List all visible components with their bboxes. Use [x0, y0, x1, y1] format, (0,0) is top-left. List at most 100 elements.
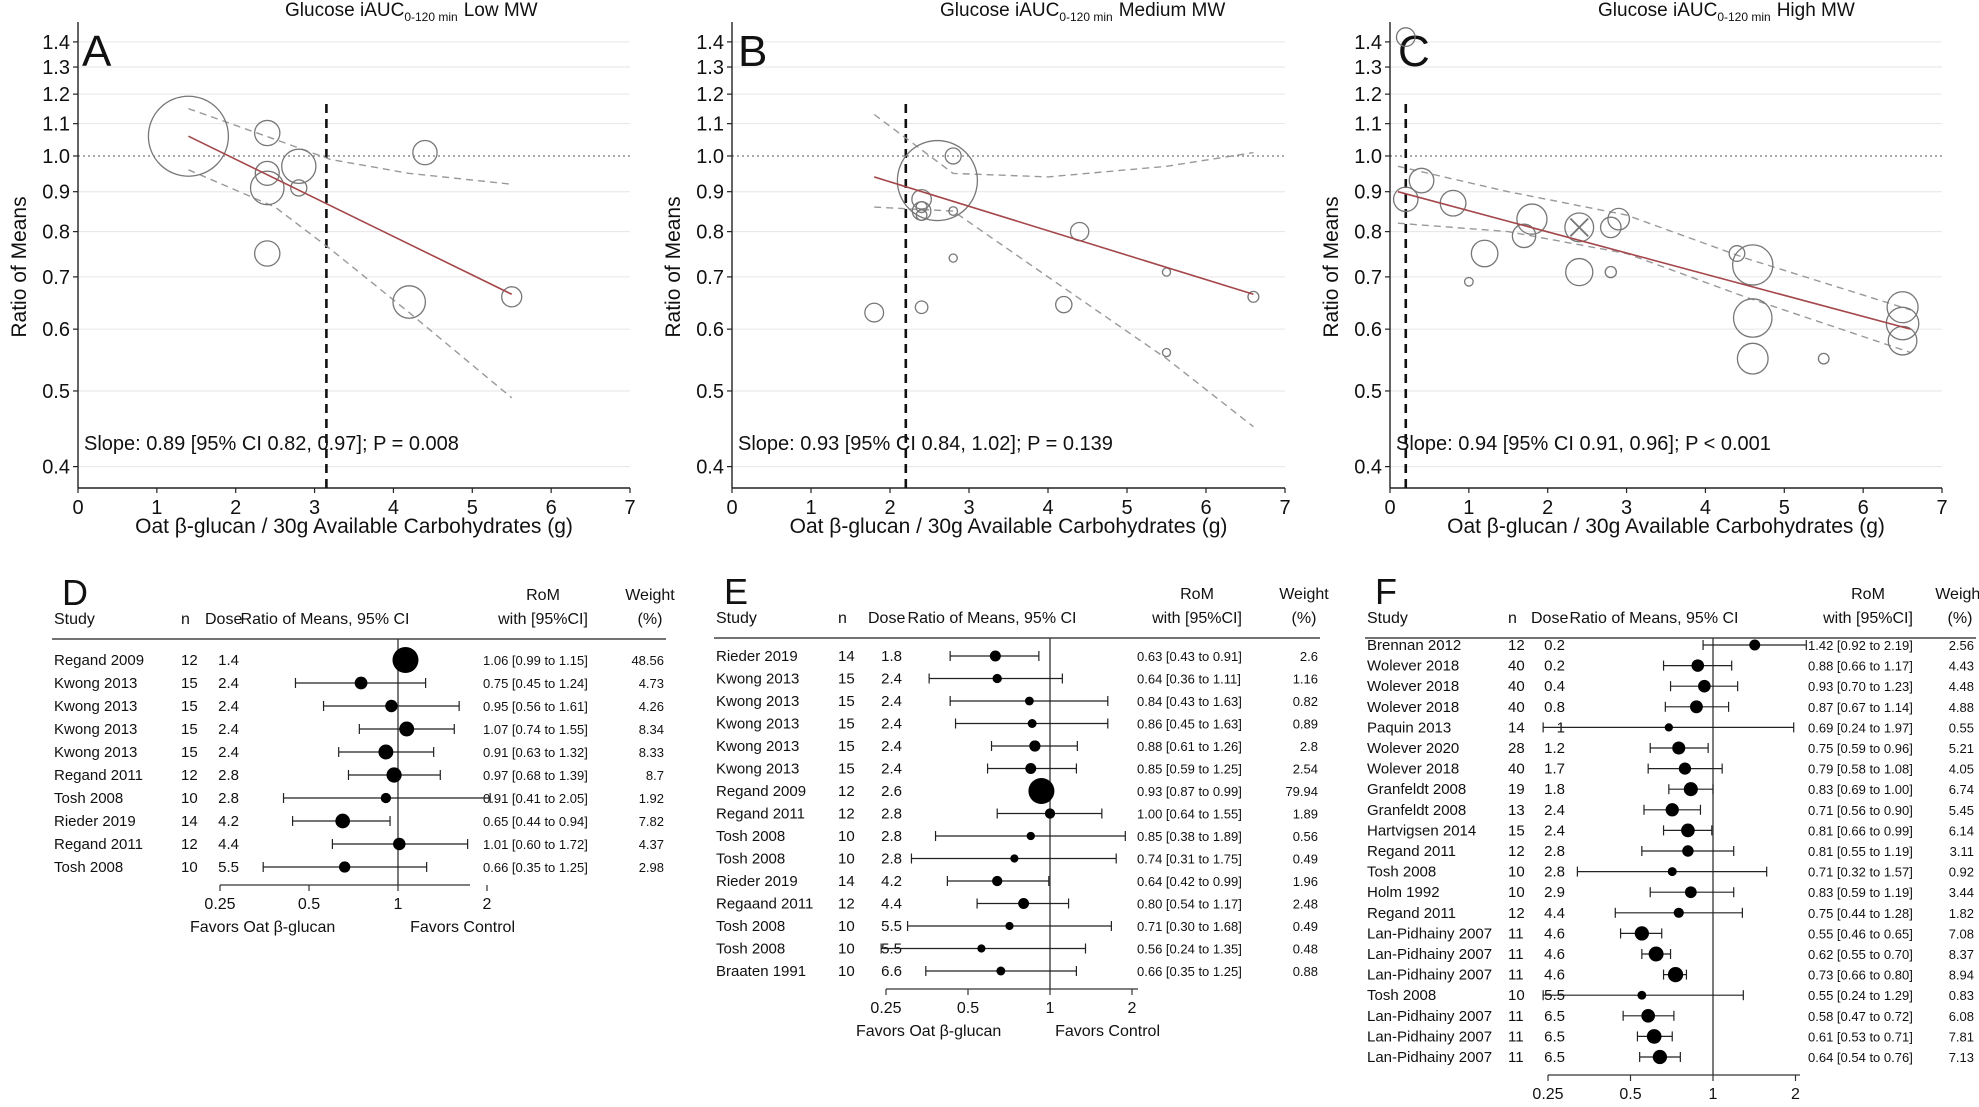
x-tick-label: 5 — [1779, 497, 1790, 519]
y-tick-label: 0.7 — [696, 267, 724, 289]
row-dose: 6.6 — [881, 963, 902, 980]
row-study: Regand 2009 — [716, 783, 806, 800]
row-study: Tosh 2008 — [1367, 864, 1436, 881]
row-n: 12 — [181, 652, 198, 669]
regression-line — [873, 176, 1254, 296]
y-tick-label: 0.4 — [696, 457, 724, 479]
row-dose: 2.4 — [218, 698, 239, 715]
row-dose: 6.5 — [1544, 1028, 1565, 1045]
x-tick-label: 4 — [1042, 497, 1053, 519]
x-tick-label: 0.5 — [1619, 1086, 1641, 1103]
row-study: Tosh 2008 — [716, 918, 785, 935]
row-rom-ci: 0.85 [0.59 to 1.25] — [1137, 762, 1242, 777]
data-point — [864, 302, 885, 323]
row-study: Kwong 2013 — [54, 744, 137, 761]
data-point — [290, 179, 308, 197]
data-point — [1604, 265, 1618, 279]
panel-title-subscript: 0-120 min — [1717, 10, 1770, 24]
row-rom-ci: 0.75 [0.44 to 1.28] — [1808, 906, 1913, 921]
effect-marker — [1667, 867, 1677, 877]
x-tick-label: 0 — [1384, 497, 1395, 519]
row-rom-ci: 0.65 [0.44 to 0.94] — [483, 814, 588, 829]
row-n: 11 — [1508, 946, 1524, 963]
y-tick-label: 0.4 — [1354, 457, 1382, 479]
y-tick-label: 1.4 — [42, 32, 70, 54]
panel-title-subscript: 0-120 min — [1059, 10, 1112, 24]
row-study: Lan-Pidhainy 2007 — [1367, 925, 1492, 942]
row-rom-ci: 0.79 [0.58 to 1.08] — [1808, 762, 1913, 777]
effect-marker — [1691, 659, 1705, 672]
row-weight: 79.94 — [1285, 784, 1318, 799]
effect-marker — [1681, 823, 1695, 838]
x-tick-label: 2 — [1542, 497, 1553, 519]
row-weight: 3.11 — [1950, 844, 1974, 859]
data-point — [501, 286, 523, 308]
row-dose: 1.2 — [1544, 740, 1565, 757]
scatter-panel-b: 0.4 0.5 0.6 0.7 0.8 0.9 1.0 1.1 1.2 1.3 1.4 0 1 2 3 4 5 6… — [662, 0, 1291, 538]
effect-marker — [1634, 926, 1649, 941]
row-dose: 0.2 — [1544, 637, 1565, 654]
row-study: Regaand 2011 — [716, 896, 813, 913]
panel-letter: A — [82, 27, 112, 76]
y-tick-label: 0.7 — [1354, 267, 1382, 289]
panel-title: Glucose iAUC0-120 min Low MW — [285, 0, 538, 24]
row-rom-ci: 0.75 [0.59 to 0.96] — [1808, 741, 1913, 756]
header-weight-pct: (%) — [1292, 610, 1317, 627]
x-tick-label: 0.5 — [298, 896, 320, 913]
row-weight: 0.49 — [1293, 919, 1318, 934]
row-n: 15 — [181, 698, 198, 715]
row-study: Regand 2011 — [1367, 905, 1456, 922]
effect-marker — [354, 676, 368, 690]
effect-marker — [1637, 990, 1647, 1000]
row-study: Tosh 2008 — [54, 859, 123, 876]
effect-marker — [992, 673, 1002, 684]
row-weight: 0.82 — [1293, 694, 1318, 709]
panel-title-suffix: High MW — [1777, 0, 1855, 21]
row-study: Wolever 2018 — [1367, 761, 1459, 778]
row-n: 10 — [1508, 884, 1525, 901]
x-tick-label: 7 — [624, 497, 635, 519]
data-point — [914, 300, 929, 315]
x-tick-label: 0.25 — [870, 1000, 901, 1017]
y-tick-label: 1.1 — [1354, 114, 1382, 136]
row-rom-ci: 0.71 [0.30 to 1.68] — [1137, 919, 1242, 934]
row-weight: 4.73 — [639, 676, 664, 691]
row-dose: 4.2 — [218, 813, 239, 830]
x-tick-label: 1 — [1709, 1086, 1718, 1103]
effect-marker — [392, 647, 419, 673]
x-tick-label: 2 — [1791, 1086, 1800, 1103]
row-rom-ci: 0.63 [0.43 to 0.91] — [1137, 649, 1242, 664]
row-study: Regand 2011 — [54, 836, 143, 853]
row-study: Kwong 2013 — [716, 738, 799, 755]
row-n: 15 — [838, 738, 855, 755]
row-rom-ci: 0.87 [0.67 to 1.14] — [1808, 700, 1913, 715]
row-study: Rieder 2019 — [54, 813, 136, 830]
y-axis-label: Ratio of Means — [1320, 196, 1343, 337]
data-point — [254, 160, 280, 186]
row-rom-ci: 0.95 [0.56 to 1.61] — [483, 699, 588, 714]
data-point — [1732, 298, 1773, 338]
panel-letter: B — [738, 27, 767, 76]
row-weight: 8.33 — [639, 745, 664, 760]
row-weight: 8.34 — [639, 722, 664, 737]
row-weight: 7.81 — [1949, 1029, 1974, 1044]
slope-annotation: Slope: 0.93 [95% CI 0.84, 1.02]; P = 0.1… — [738, 433, 1113, 455]
row-dose: 2.8 — [881, 851, 902, 868]
row-study: Granfeldt 2008 — [1367, 781, 1466, 798]
x-tick-label: 1 — [805, 497, 816, 519]
effect-marker — [1028, 778, 1055, 804]
header-study: Study — [1367, 610, 1408, 627]
row-n: 14 — [838, 648, 855, 665]
row-study: Tosh 2008 — [54, 790, 123, 807]
row-rom-ci: 0.71 [0.56 to 0.90] — [1808, 803, 1913, 818]
row-n: 14 — [1508, 719, 1525, 736]
effect-marker — [1025, 763, 1037, 774]
row-rom-ci: 0.81 [0.55 to 1.19] — [1808, 844, 1913, 859]
row-rom-ci: 0.93 [0.87 to 0.99] — [1137, 784, 1242, 799]
row-rom-ci: 1.42 [0.92 to 2.19] — [1808, 638, 1913, 653]
row-rom-ci: 0.58 [0.47 to 0.72] — [1808, 1009, 1913, 1024]
row-study: Rieder 2019 — [716, 648, 798, 665]
row-weight: 2.98 — [639, 860, 664, 875]
row-n: 10 — [1508, 987, 1525, 1004]
